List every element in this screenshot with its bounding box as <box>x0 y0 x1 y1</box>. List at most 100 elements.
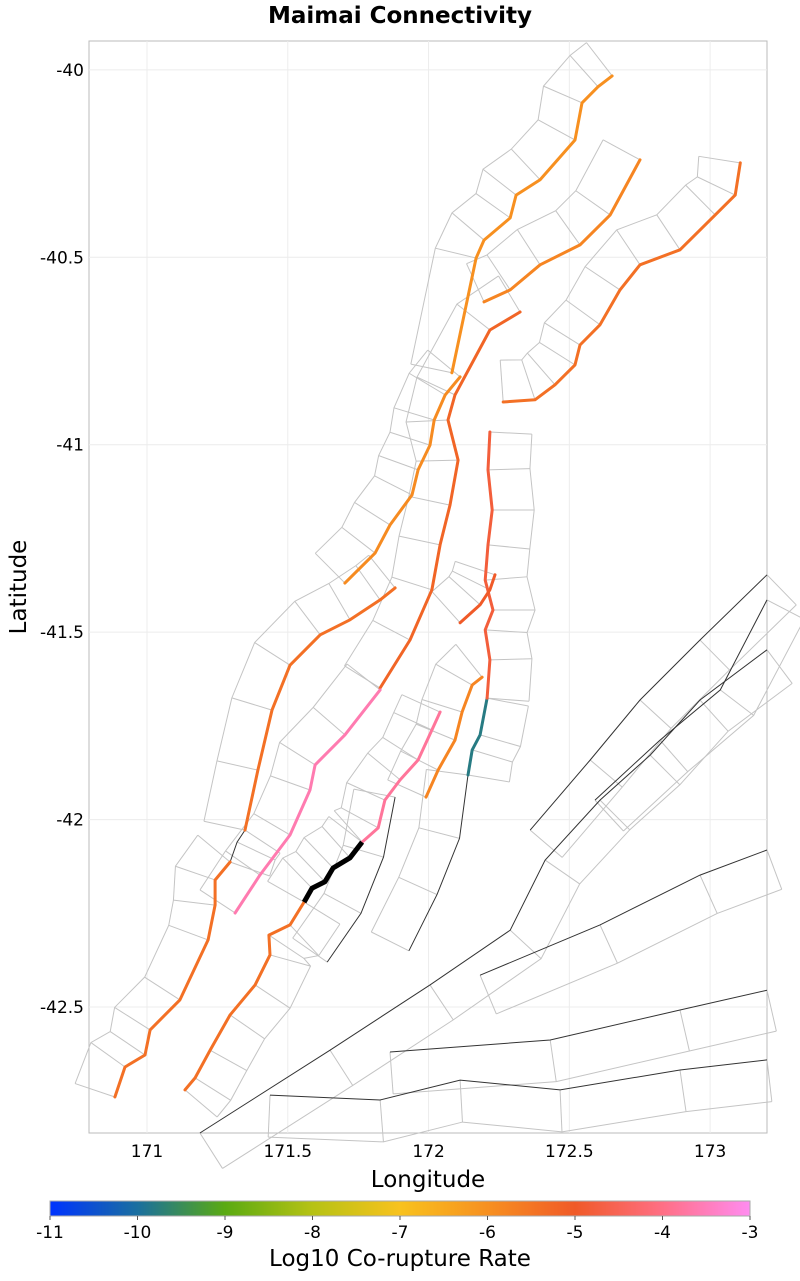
panel-edge <box>685 184 716 216</box>
panel-edge <box>314 552 346 584</box>
panel-edge <box>679 1069 687 1112</box>
colorbar-tick-label: -9 <box>217 1223 234 1243</box>
panel-edge <box>144 976 181 1001</box>
panel-edge <box>270 775 311 791</box>
panel-bottom-edge <box>410 42 587 365</box>
panel-edge <box>184 1089 218 1118</box>
panel-edge <box>448 576 481 606</box>
panel-edge <box>321 826 351 859</box>
panel-edge <box>431 591 461 624</box>
panel-edge <box>168 924 209 941</box>
panel-edge <box>599 924 618 964</box>
panel-edge <box>90 1042 126 1068</box>
panel-edge <box>294 600 321 636</box>
panel-edge <box>268 934 305 959</box>
x-tick-label: 172.5 <box>545 1142 594 1162</box>
panel-edge <box>209 1049 248 1071</box>
panel-edge <box>479 974 497 1015</box>
panel-edge <box>602 139 641 161</box>
panel-edge <box>766 849 783 890</box>
ruptured-section-section-n <box>458 573 497 625</box>
panel-edge <box>555 210 581 246</box>
panel-bottom-edge <box>268 1101 772 1143</box>
panel-edge <box>487 468 530 471</box>
panel-edge <box>344 665 381 689</box>
panel-edge <box>279 741 316 766</box>
panel-edge <box>435 663 473 686</box>
panel-edge <box>328 816 363 843</box>
panel-edge <box>329 1049 354 1086</box>
panel-edge <box>472 749 513 763</box>
panel-edge <box>509 929 542 960</box>
panel-edge <box>455 644 483 678</box>
panel-edge <box>565 299 601 326</box>
panel-edge <box>537 119 576 141</box>
panel-edge <box>109 1031 146 1056</box>
ruptured-section-section-c <box>501 161 742 404</box>
panel-edge <box>269 954 311 967</box>
panel-edge <box>398 876 438 896</box>
panel-edge <box>387 779 427 798</box>
panel-edge <box>699 639 730 671</box>
panel-edge <box>341 807 379 829</box>
panel-edge <box>659 739 689 773</box>
panel-bottom-edge <box>269 852 281 877</box>
panel-edge <box>487 697 529 707</box>
panel-edge <box>371 931 410 952</box>
panel-bottom-edge <box>466 139 604 265</box>
colorbar <box>49 1200 751 1217</box>
panel-edge <box>487 544 530 550</box>
panel-edge <box>467 774 510 783</box>
y-axis-ticks: -40 -40.5 -41 -41.5 -42 -42.5 <box>40 61 84 1018</box>
source-section <box>301 840 365 904</box>
y-tick-label: -41 <box>56 436 84 456</box>
ruptured-section-section-g <box>233 688 382 915</box>
ruptured-section-section-f <box>113 860 232 1099</box>
panel-edge <box>529 829 563 858</box>
panel-edge <box>216 760 259 771</box>
y-tick-label: -41.5 <box>40 623 84 643</box>
colorbar-tick-label: -6 <box>479 1223 496 1243</box>
panel-edge <box>466 263 485 303</box>
panel-edge <box>489 658 532 661</box>
panel-edge <box>393 712 433 731</box>
panel-bottom-edge <box>496 888 782 1015</box>
panel-edge <box>303 901 341 925</box>
other-fault-trace <box>326 797 396 963</box>
panel-edge <box>656 214 681 251</box>
panel-bottom-edge <box>508 705 529 783</box>
ruptured-sections <box>113 74 742 1099</box>
x-axis-ticks: 171 171.5 172 172.5 173 <box>131 1142 727 1162</box>
ruptured-section-section-i <box>360 710 442 844</box>
panel-bottom-edge <box>334 694 403 812</box>
panel-edge <box>323 893 362 914</box>
panel-edge <box>341 526 376 554</box>
ruptured-section-section-f2 <box>243 586 397 832</box>
panel-edge <box>649 754 681 786</box>
panel-edge <box>229 1014 265 1040</box>
panel-edge <box>766 990 777 1032</box>
colorbar-tick-label: -4 <box>654 1223 671 1243</box>
other-faults <box>199 574 768 1134</box>
panel-edge <box>199 1132 223 1169</box>
panel-edge <box>698 155 741 164</box>
panel-edge <box>589 759 623 788</box>
panel-edge <box>354 502 391 526</box>
panel-bottom-edge <box>526 434 536 702</box>
colorbar-tick-label: -5 <box>567 1223 584 1243</box>
panel-bottom-edge <box>267 816 330 882</box>
panel-edge <box>594 799 624 832</box>
panel-edge <box>456 303 491 331</box>
panel-edge <box>379 1099 384 1142</box>
panel-edge <box>372 620 411 641</box>
panel-edge <box>253 813 291 836</box>
colorbar-ticks: -11 -10 -9 -8 -7 -6 -5 -4 -3 <box>36 1216 758 1243</box>
other-fault-trace <box>229 829 246 863</box>
panel-edge <box>766 574 797 606</box>
other-fault-trace <box>529 574 768 831</box>
ruptured-section-section-j <box>183 900 306 1092</box>
panel-edge <box>499 360 504 403</box>
panel-edge <box>225 850 261 876</box>
panel-edge <box>510 148 541 181</box>
panel-edge <box>303 837 334 869</box>
